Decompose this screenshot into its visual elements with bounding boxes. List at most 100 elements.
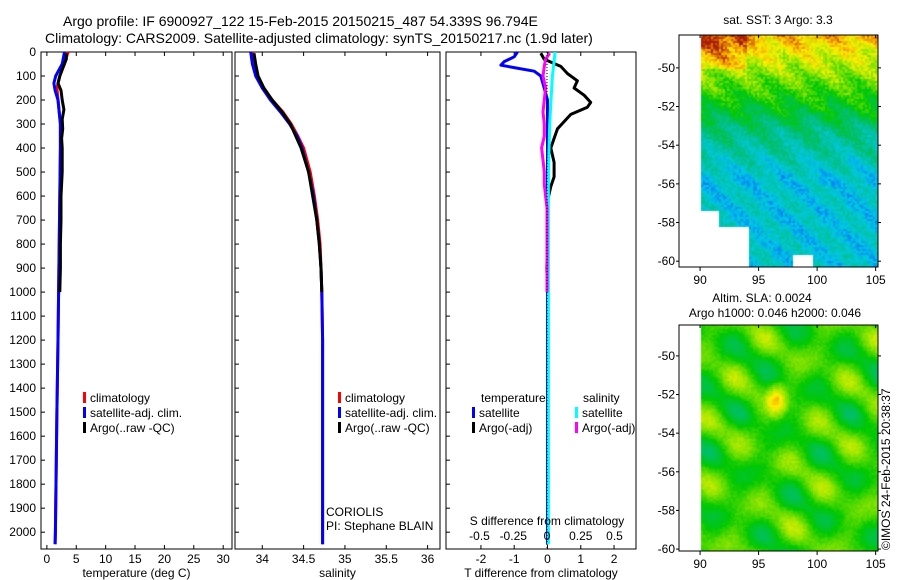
sst_map-frame [678,34,879,268]
lat-tick-label: -54 [658,138,676,152]
s-tick-label: -0.25 [500,529,528,543]
legend-label: satellite [582,406,623,420]
sst-map-title: sat. SST: 3 Argo: 3.3 [723,13,833,27]
s-tick-label: 0 [544,529,551,543]
x-tick-label: 15 [128,552,142,566]
figure-title: Argo profile: IF 6900927_122 15-Feb-2015… [63,13,538,29]
lat-tick-label: -52 [658,100,676,114]
salinity-frame [234,51,441,550]
legend-header-temperature: temperature [481,391,546,405]
lat-tick-label: -60 [658,542,676,556]
legend-swatch [338,407,341,418]
legend-swatch [83,392,86,403]
temperature-xlabel: temperature (deg C) [82,566,190,580]
lat-tick-label: -52 [658,388,676,402]
legend-label: Argo(-adj) [582,421,635,435]
legend-label: Argo(-adj) [479,421,532,435]
x-tick-label: 36 [421,552,435,566]
series-t-satellite [499,51,549,545]
x-tick-label: 0 [544,552,551,566]
lat-tick-label: -50 [658,349,676,363]
temperature-frame [40,51,233,550]
lon-tick-label: 90 [693,557,707,571]
legend-swatch [338,422,341,433]
s-difference-label: S difference from climatology [470,514,625,528]
lat-tick-label: -56 [658,177,676,191]
x-tick-label: 2 [611,552,618,566]
legend-header-salinity: salinity [583,391,620,405]
x-tick-label: -2 [476,552,487,566]
depth-tick-label: 1200 [9,333,36,347]
figure-subtitle: Climatology: CARS2009. Satellite-adjuste… [45,30,593,46]
depth-tick-label: 200 [16,93,36,107]
x-tick-label: 1 [577,552,584,566]
legend-swatch [83,422,86,433]
x-tick-label: 10 [99,552,113,566]
depth-tick-label: 1600 [9,429,36,443]
lon-tick-label: 90 [693,273,707,287]
sla-map-title: Altim. SLA: 0.0024 [712,291,812,305]
legend-label: Argo(..raw -QC) [90,421,175,435]
x-tick-label: 25 [187,552,201,566]
depth-tick-label: 800 [16,237,36,251]
x-tick-label: 0 [44,552,51,566]
x-tick-label: 5 [73,552,80,566]
depth-tick-label: 400 [16,141,36,155]
series-s-satellite [546,51,557,545]
credit-text: ©IMOS 24-Feb-2015 20:38:37 [879,388,893,550]
lon-tick-label: 95 [752,557,766,571]
lat-tick-label: -54 [658,426,676,440]
lon-tick-label: 100 [807,557,827,571]
lon-tick-label: 105 [866,557,886,571]
sla-map-image [679,325,878,551]
x-tick-label: 34.5 [292,552,316,566]
legend-label: Argo(..raw -QC) [345,421,430,435]
depth-tick-label: 300 [16,117,36,131]
legend-label: satellite-adj. clim. [345,406,437,420]
lon-tick-label: 95 [752,273,766,287]
depth-tick-label: 1100 [10,309,36,323]
legend-label: climatology [345,391,405,405]
series-argo-raw-qc- [56,53,68,293]
lat-tick-label: -58 [658,503,676,517]
depth-tick-label: 1000 [9,285,36,299]
legend-swatch [83,407,86,418]
series-satellite-adj-clim- [249,51,325,545]
s-tick-label: -0.5 [469,529,490,543]
sla_map-frame [678,324,879,552]
depth-tick-label: 100 [16,69,36,83]
x-tick-label: 35 [338,552,352,566]
legend-swatch [338,392,341,403]
legend-label: climatology [90,391,150,405]
legend-swatch [575,422,578,433]
lat-tick-label: -60 [658,254,676,268]
x-tick-label: 30 [217,552,231,566]
depth-tick-label: 700 [16,213,36,227]
depth-tick-label: 600 [16,189,36,203]
depth-tick-label: 1300 [9,357,36,371]
x-tick-label: 34 [256,552,270,566]
depth-tick-label: 500 [16,165,36,179]
depth-tick-label: 1400 [9,381,36,395]
depth-tick-label: 2000 [9,525,36,539]
s-tick-label: 0.5 [606,529,623,543]
x-tick-label: 35.5 [375,552,399,566]
lat-tick-label: -58 [658,216,676,230]
annotation-text: PI: Stephane BLAIN [326,519,433,533]
depth-tick-label: 1500 [9,405,36,419]
legend-swatch [472,407,475,418]
lon-tick-label: 105 [866,273,886,287]
sla-map-subtitle: Argo h1000: 0.046 h2000: 0.046 [689,306,861,320]
lat-tick-label: -50 [658,61,676,75]
depth-tick-label: 1900 [9,501,36,515]
sst-map-image [679,35,878,267]
series-argo-raw-qc- [252,52,324,293]
annotation-text: CORIOLIS [326,505,383,519]
legend-swatch [472,422,475,433]
series-climatology [250,51,325,545]
lat-tick-label: -56 [658,465,676,479]
legend-label: satellite [479,406,520,420]
series-satellite-adj-clim- [52,51,66,545]
